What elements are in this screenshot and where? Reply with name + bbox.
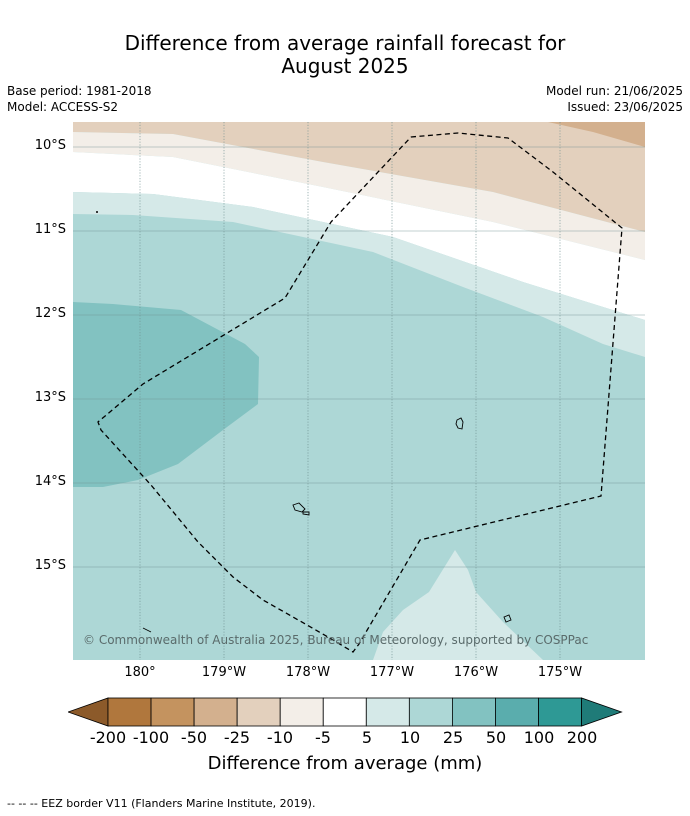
lon-label-177w: 177°W <box>369 665 415 680</box>
colorbar-label: -100 <box>132 728 170 747</box>
island-4 <box>503 614 512 623</box>
colorbar-cell <box>107 697 152 727</box>
map-title-line2: August 2025 <box>281 54 409 78</box>
colorbar-label: -50 <box>180 728 208 747</box>
islet-5 <box>96 211 98 213</box>
lon-label-179w: 179°W <box>201 665 247 680</box>
graticule <box>73 146 645 568</box>
colorbar-cell <box>495 697 539 727</box>
colorbar-cell <box>365 697 410 727</box>
rainfall-map <box>73 122 645 660</box>
region-wet-5-south <box>373 550 543 660</box>
colorbar-cell <box>150 697 195 727</box>
colorbar-cell <box>451 697 496 727</box>
lat-label-11s: 11°S <box>34 222 66 237</box>
lon-label-178w: 178°W <box>285 665 331 680</box>
meridians <box>139 122 561 660</box>
copyright-notice: © Commonwealth of Australia 2025, Bureau… <box>83 633 589 647</box>
colorbar-cell <box>279 697 324 727</box>
colorbar-label: -25 <box>223 728 251 747</box>
colorbar-cell <box>322 697 367 727</box>
lon-label-175w: 175°W <box>537 665 583 680</box>
colorbar-cell <box>408 697 453 727</box>
colorbar-label: -10 <box>266 728 294 747</box>
region-neutral <box>73 152 645 320</box>
lat-label-15s: 15°S <box>34 558 66 573</box>
map-title-line1: Difference from average rainfall forecas… <box>124 31 566 55</box>
colorbar-label: 5 <box>361 728 373 747</box>
colorbar-label: 200 <box>566 728 598 747</box>
colorbar-arrow-high <box>581 697 623 727</box>
island-6 <box>142 627 152 633</box>
island-3 <box>302 511 310 516</box>
colorbar-title: Difference from average (mm) <box>207 753 483 774</box>
lon-label-176w: 176°W <box>453 665 499 680</box>
region-dry-25 <box>73 122 645 232</box>
colorbar-cell <box>236 697 281 727</box>
island-2 <box>292 502 306 513</box>
region-wet-5 <box>73 192 645 357</box>
colorbar-label: -5 <box>315 728 331 747</box>
colorbar-label: -200 <box>89 728 127 747</box>
issued-date: Issued: 23/06/2025 <box>567 100 683 114</box>
colorbar-cell <box>193 697 238 727</box>
colorbar-label: 50 <box>485 728 507 747</box>
colorbar-label: 100 <box>523 728 555 747</box>
model-name: Model: ACCESS-S2 <box>7 100 119 114</box>
lon-label-180: 180° <box>124 665 156 680</box>
eez-border <box>97 132 623 653</box>
lat-label-12s: 12°S <box>34 306 66 321</box>
region-wet-25 <box>73 302 259 487</box>
lat-label-13s: 13°S <box>34 390 66 405</box>
colorbar-label: 10 <box>399 728 421 747</box>
region-dry-50 <box>548 122 645 147</box>
region-dry-10 <box>73 132 645 260</box>
colorbar-arrow-low <box>68 697 109 727</box>
colorbar-cell <box>538 697 582 727</box>
base-period: Base period: 1981-2018 <box>7 84 152 98</box>
colorbar-label: 25 <box>442 728 464 747</box>
colorbar <box>68 697 623 727</box>
model-run: Model run: 21/06/2025 <box>545 84 683 98</box>
eez-footnote: -- -- -- EEZ border V11 (Flanders Marine… <box>7 797 316 810</box>
lat-label-14s: 14°S <box>34 474 66 489</box>
lat-label-10s: 10°S <box>34 138 66 153</box>
island-1 <box>455 417 464 430</box>
map-svg <box>73 122 645 660</box>
